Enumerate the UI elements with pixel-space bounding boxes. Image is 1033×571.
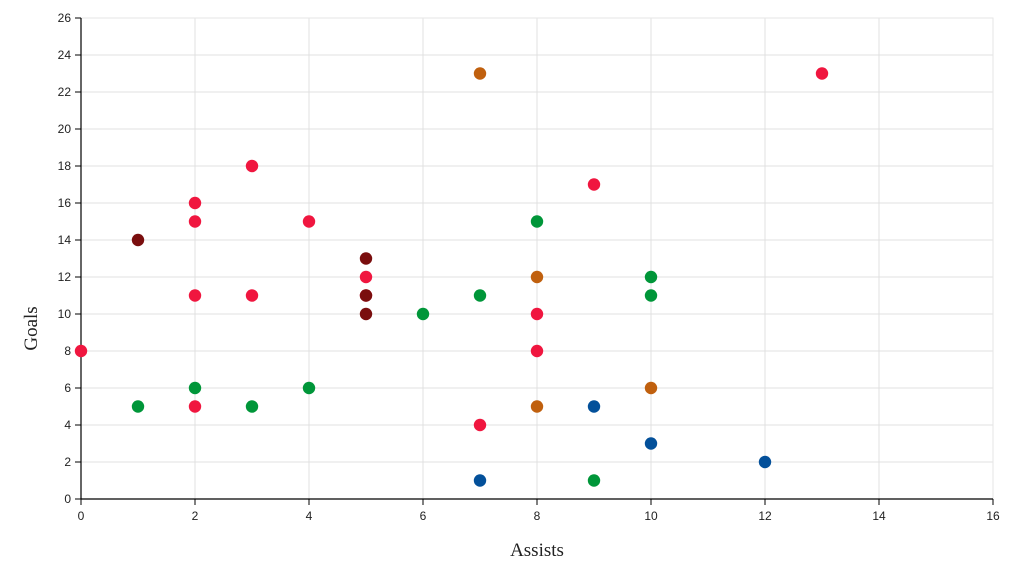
x-tick-label: 12 <box>758 509 772 523</box>
x-tick-label: 0 <box>78 509 85 523</box>
x-axis-title: Assists <box>510 540 564 561</box>
data-point[interactable] <box>644 381 658 395</box>
data-point[interactable] <box>188 381 202 395</box>
x-tick-label: 8 <box>534 509 541 523</box>
x-tick-label: 2 <box>192 509 199 523</box>
x-tick-label: 4 <box>306 509 313 523</box>
data-point[interactable] <box>245 159 259 173</box>
y-tick-label: 14 <box>58 233 72 247</box>
data-point[interactable] <box>473 289 487 302</box>
data-point[interactable] <box>188 289 202 302</box>
data-point[interactable] <box>416 307 430 321</box>
data-point[interactable] <box>359 307 373 321</box>
data-point[interactable] <box>587 178 601 191</box>
y-tick-label: 6 <box>64 381 71 395</box>
data-point[interactable] <box>587 400 601 413</box>
data-point[interactable] <box>587 474 601 487</box>
data-point[interactable] <box>188 215 202 228</box>
y-tick-label: 18 <box>58 159 72 173</box>
x-tick-label: 10 <box>644 509 658 523</box>
points-layer <box>74 67 829 487</box>
data-point[interactable] <box>758 455 772 469</box>
data-point[interactable] <box>245 289 259 302</box>
y-tick-label: 26 <box>58 11 72 25</box>
data-point[interactable] <box>359 289 373 302</box>
data-point[interactable] <box>473 418 487 432</box>
data-point[interactable] <box>530 270 544 284</box>
data-point[interactable] <box>644 289 658 302</box>
y-tick-label: 22 <box>58 85 72 99</box>
y-tick-label: 16 <box>58 196 72 210</box>
y-tick-label: 24 <box>58 48 72 62</box>
data-point[interactable] <box>530 215 544 228</box>
x-tick-label: 6 <box>420 509 427 523</box>
data-point[interactable] <box>74 344 88 358</box>
y-tick-label: 20 <box>58 122 72 136</box>
data-point[interactable] <box>644 437 658 450</box>
grid-layer <box>81 17 994 499</box>
data-point[interactable] <box>815 67 829 80</box>
data-point[interactable] <box>359 270 373 284</box>
y-tick-label: 10 <box>58 307 72 321</box>
data-point[interactable] <box>530 400 544 413</box>
y-tick-label: 2 <box>64 455 71 469</box>
y-axis-title: Goals <box>21 306 42 350</box>
x-tick-label: 16 <box>986 509 1000 523</box>
data-point[interactable] <box>131 233 145 247</box>
data-point[interactable] <box>644 270 658 284</box>
data-point[interactable] <box>530 307 544 321</box>
y-tick-label: 8 <box>64 344 71 358</box>
x-tick-label: 14 <box>872 509 886 523</box>
data-point[interactable] <box>359 252 373 265</box>
data-point[interactable] <box>131 400 145 413</box>
data-point[interactable] <box>245 400 259 413</box>
y-tick-label: 0 <box>64 492 71 506</box>
data-point[interactable] <box>188 196 202 210</box>
data-point[interactable] <box>530 344 544 358</box>
data-point[interactable] <box>473 474 487 487</box>
data-point[interactable] <box>473 67 487 80</box>
data-point[interactable] <box>302 215 316 228</box>
y-tick-label: 4 <box>64 418 71 432</box>
data-point[interactable] <box>302 381 316 395</box>
y-tick-label: 12 <box>58 270 72 284</box>
data-point[interactable] <box>188 400 202 413</box>
